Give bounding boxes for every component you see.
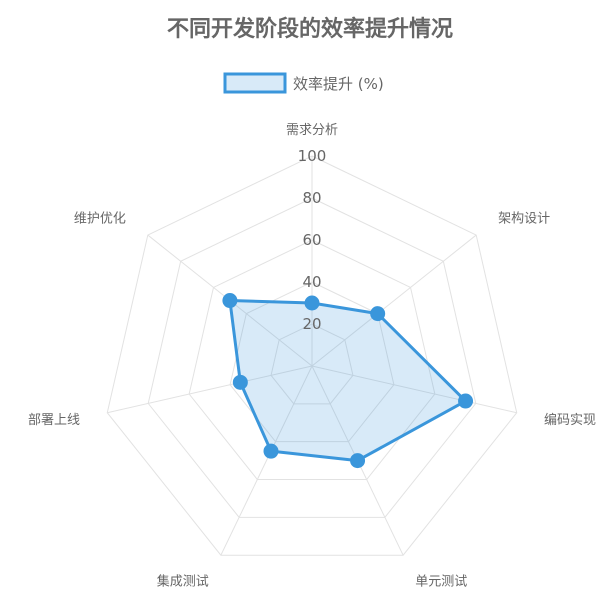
radial-tick-labels: 20 40 60 80 100 xyxy=(298,147,327,333)
grid-spoke xyxy=(220,365,313,556)
data-point-1[interactable] xyxy=(304,295,320,311)
grid-spoke xyxy=(107,365,313,414)
tick-label: 80 xyxy=(302,189,321,207)
data-point-2[interactable] xyxy=(370,306,386,322)
legend-swatch xyxy=(223,72,287,94)
legend[interactable]: 效率提升 (%) xyxy=(223,72,384,94)
tick-label: 40 xyxy=(302,273,321,291)
radar-grid xyxy=(106,155,518,556)
axis-label-7: 维护优化 xyxy=(74,212,126,227)
chart-title: 不同开发阶段的效率提升情况 xyxy=(167,16,453,42)
grid-spoke xyxy=(311,234,477,367)
radar-series xyxy=(222,293,474,469)
grid-ring xyxy=(147,197,477,518)
axis-label-4: 单元测试 xyxy=(415,574,467,589)
axis-label-6: 部署上线 xyxy=(28,413,80,428)
grid-ring xyxy=(270,323,354,405)
tick-label: 60 xyxy=(302,231,321,249)
data-point-6[interactable] xyxy=(232,374,248,390)
axis-label-3: 编码实现 xyxy=(544,413,596,428)
data-point-4[interactable] xyxy=(350,453,366,469)
grid-ring xyxy=(188,239,436,481)
axis-label-5: 集成测试 xyxy=(157,573,209,589)
data-point-7[interactable] xyxy=(222,293,238,309)
grid-ring xyxy=(106,155,518,556)
axis-label-2: 架构设计 xyxy=(498,212,550,227)
series-area xyxy=(228,299,468,463)
data-point-5[interactable] xyxy=(263,443,279,459)
axis-label-1: 需求分析 xyxy=(286,123,338,138)
grid-ring xyxy=(229,281,395,443)
data-point-3[interactable] xyxy=(458,393,474,409)
tick-label: 20 xyxy=(302,315,321,333)
tick-label: 100 xyxy=(298,147,327,165)
legend-label: 效率提升 (%) xyxy=(293,75,384,93)
grid-spoke xyxy=(311,365,517,414)
